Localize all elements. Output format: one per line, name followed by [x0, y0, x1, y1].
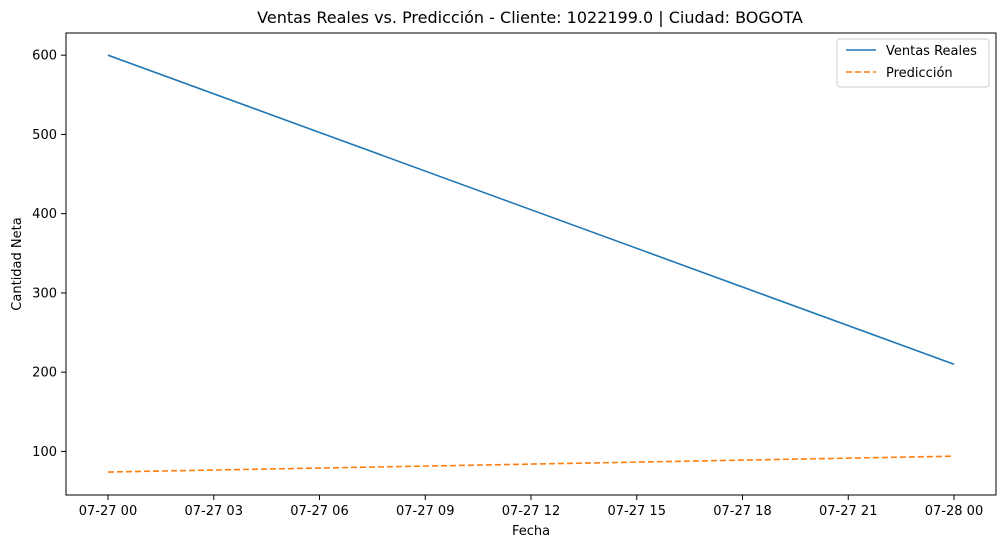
x-tick-label: 07-27 21: [819, 504, 877, 519]
x-axis-label: Fecha: [512, 524, 550, 539]
y-tick-label: 200: [32, 366, 57, 381]
y-axis-label: Cantidad Neta: [10, 217, 25, 310]
chart-title: Ventas Reales vs. Predicción - Cliente: …: [257, 8, 803, 27]
y-tick-label: 500: [32, 128, 57, 143]
y-tick-label: 400: [32, 207, 57, 222]
x-axis: 07-27 00 07-27 03 07-27 06 07-27 09 07-27 12…: [79, 495, 983, 519]
x-tick-label: 07-27 06: [290, 504, 348, 519]
legend-label-ventas-reales: Ventas Reales: [886, 44, 977, 59]
legend-box: [836, 38, 990, 88]
y-axis: 100 200 300 400 500 600: [32, 49, 66, 460]
x-tick-label: 07-27 15: [608, 504, 666, 519]
x-tick-label: 07-27 00: [79, 504, 137, 519]
legend: Ventas Reales Predicción: [836, 38, 990, 88]
x-tick-label: 07-28 00: [925, 504, 983, 519]
series-line-ventas-reales: [107, 54, 955, 365]
series-line-prediccion: [107, 455, 955, 473]
series-lines: [107, 54, 955, 473]
y-tick-label: 300: [32, 286, 57, 301]
y-tick-label: 100: [32, 445, 57, 460]
x-tick-label: 07-27 18: [713, 504, 771, 519]
x-tick-label: 07-27 03: [185, 504, 243, 519]
legend-label-prediccion: Predicción: [886, 66, 953, 81]
x-tick-label: 07-27 12: [502, 504, 560, 519]
y-tick-label: 600: [32, 49, 57, 64]
plot-area: [65, 32, 997, 496]
x-tick-label: 07-27 09: [396, 504, 454, 519]
